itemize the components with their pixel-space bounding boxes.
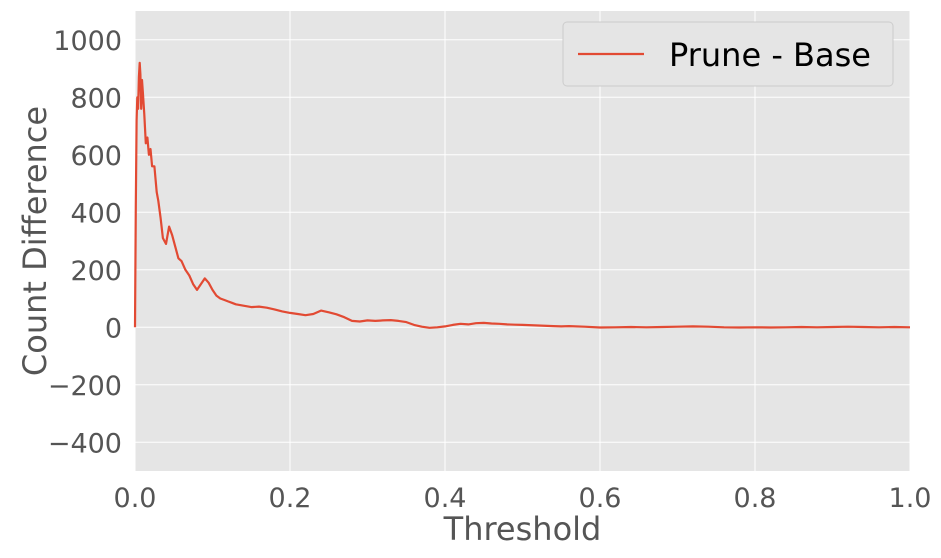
series-line-prune-base [133,61,911,329]
y-tick-label: 1000 [53,26,122,57]
x-tick-label: 0.8 [734,483,777,514]
y-tick-label: 200 [70,256,122,287]
y-tick-label: −200 [48,371,122,402]
y-tick-label: 0 [105,313,122,344]
legend-label-prune-base: Prune - Base [669,36,871,74]
series-layer [133,61,911,329]
x-tick-label: 0.6 [579,483,622,514]
y-tick-label: 600 [70,141,122,172]
x-tick-labels: 0.0 0.2 0.4 0.6 0.8 1.0 [114,483,932,514]
x-tick-label: 0.0 [114,483,157,514]
grid [134,11,911,471]
y-tick-label: 400 [70,198,122,229]
y-tick-label: −400 [48,428,122,459]
plot-area [135,11,910,471]
x-axis-label: Threshold [443,510,602,548]
x-tick-label: 0.2 [269,483,312,514]
x-tick-label: 1.0 [889,483,932,514]
x-tick-label: 0.4 [424,483,467,514]
legend: Prune - Base [562,21,894,87]
y-tick-label: 800 [70,83,122,114]
y-axis-label: Count Difference [16,106,54,376]
legend-box [562,21,894,87]
y-tick-labels: −400 −200 0 200 400 600 800 1000 [48,26,122,460]
